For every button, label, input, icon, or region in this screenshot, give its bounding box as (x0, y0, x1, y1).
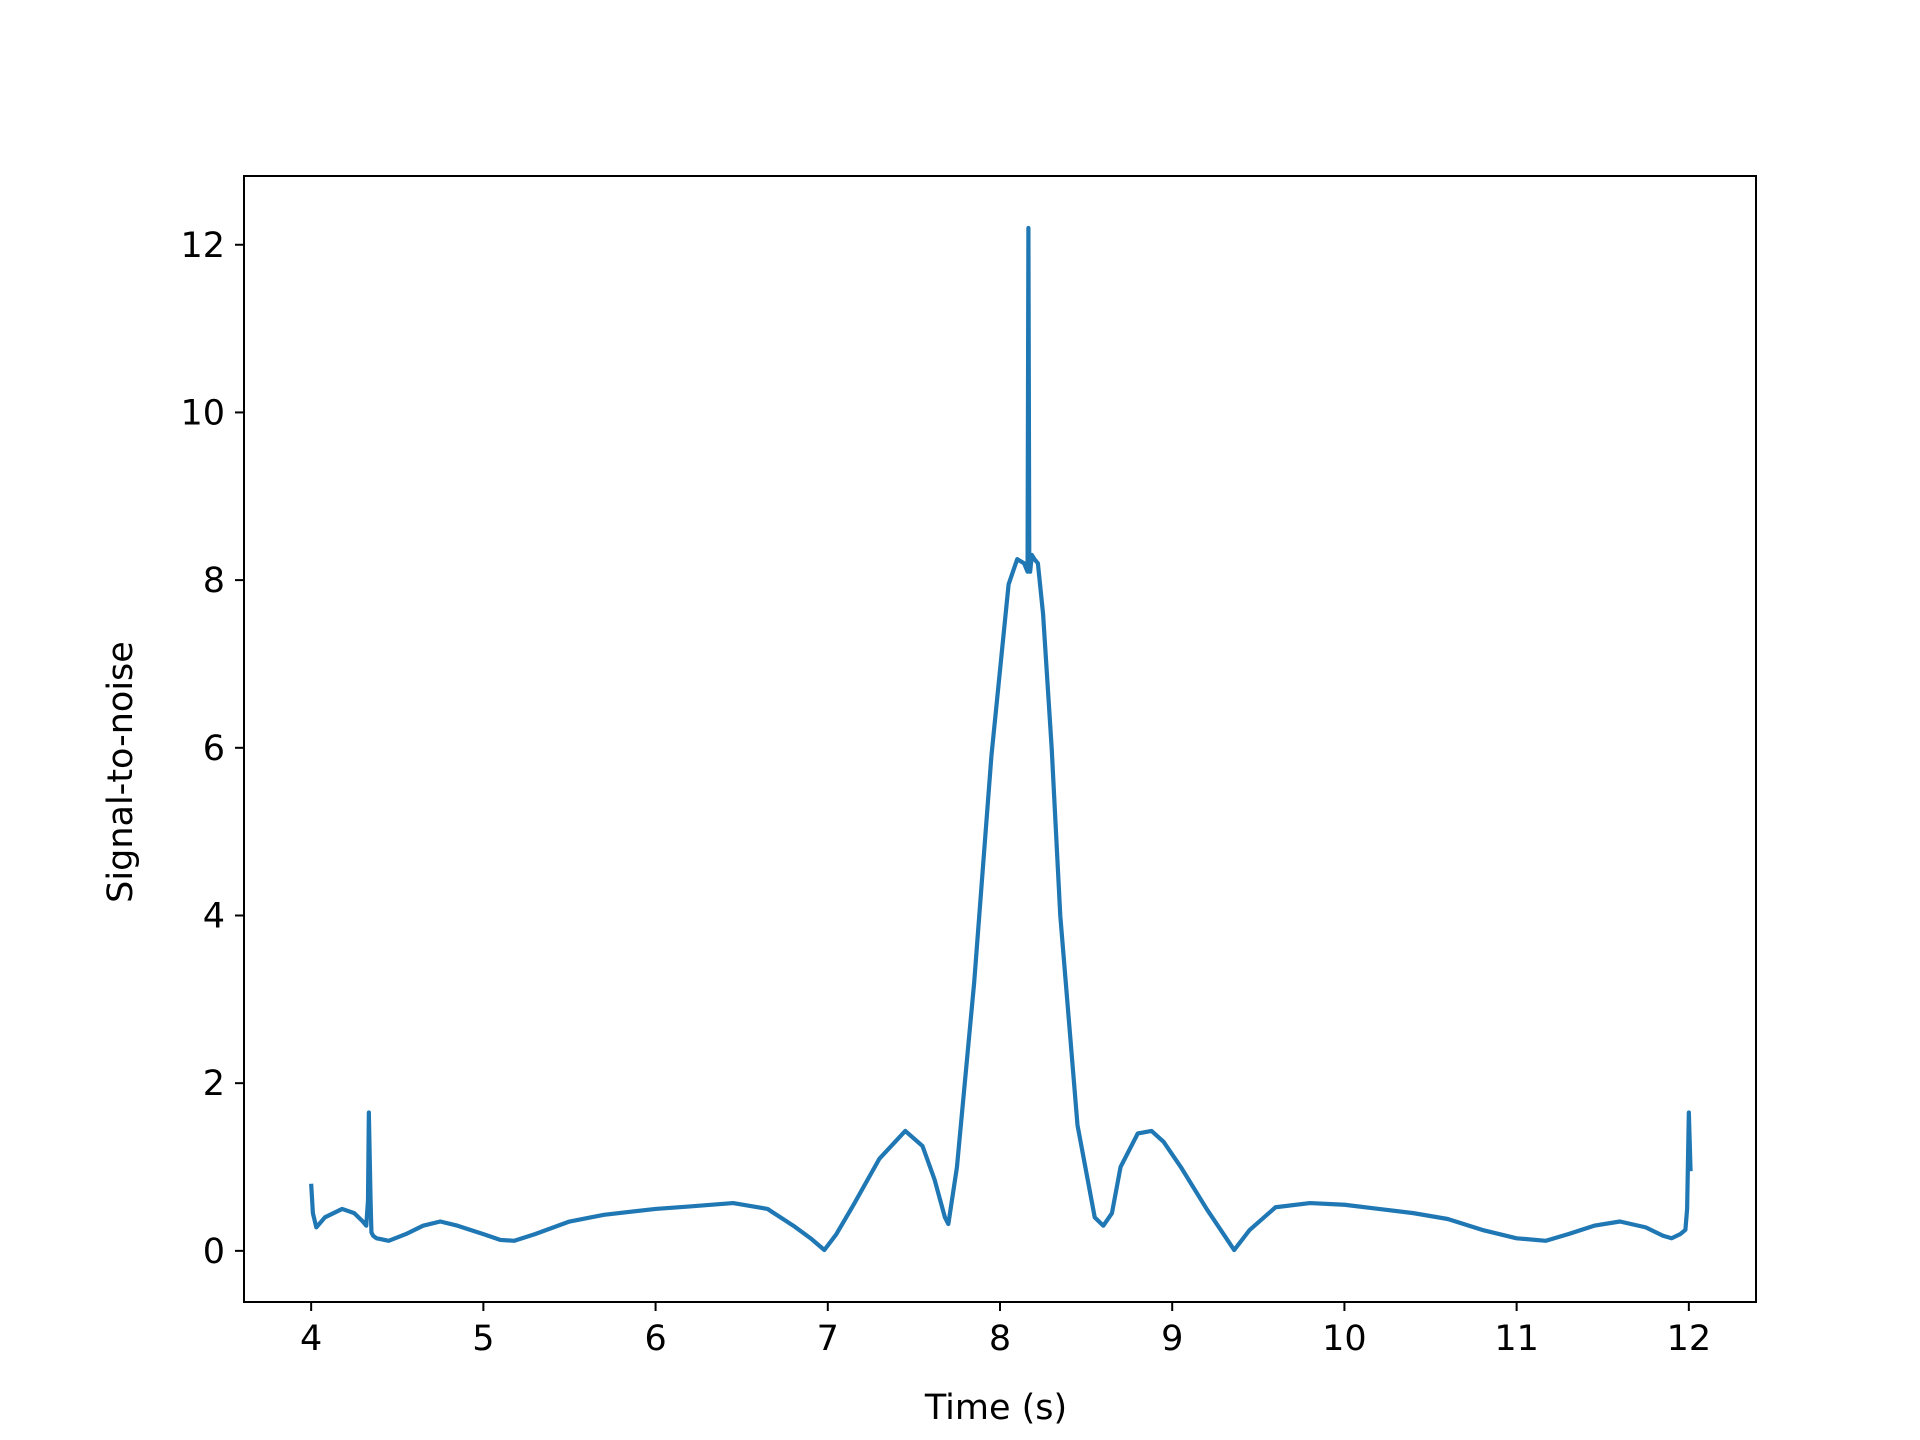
x-tick-label: 8 (989, 1319, 1011, 1359)
y-tick-label: 2 (203, 1064, 225, 1104)
axes: 4 5 6 7 8 9 10 11 12 0 2 4 6 8 10 12 (180, 175, 1757, 1359)
x-tick-label: 10 (1322, 1319, 1367, 1359)
x-tick-label: 7 (817, 1319, 839, 1359)
x-tick-label: 11 (1494, 1319, 1539, 1359)
x-tick-label: 5 (472, 1319, 494, 1359)
y-tick-label: 0 (203, 1232, 225, 1272)
y-tick-label: 6 (203, 729, 225, 769)
x-axis-label: Time (s) (924, 1388, 1067, 1428)
y-tick-label: 4 (203, 896, 225, 936)
y-tick-label: 10 (180, 393, 225, 433)
y-tick-label: 8 (203, 561, 225, 601)
x-tick-label: 12 (1667, 1319, 1712, 1359)
y-axis-label: Signal-to-noise (101, 641, 141, 903)
y-tick-label: 12 (180, 226, 225, 266)
series-line-0 (309, 225, 1693, 1253)
x-tick-label: 6 (644, 1319, 666, 1359)
plot-area (309, 225, 1693, 1253)
x-tick-label: 4 (300, 1319, 322, 1359)
x-tick-label: 9 (1161, 1319, 1183, 1359)
